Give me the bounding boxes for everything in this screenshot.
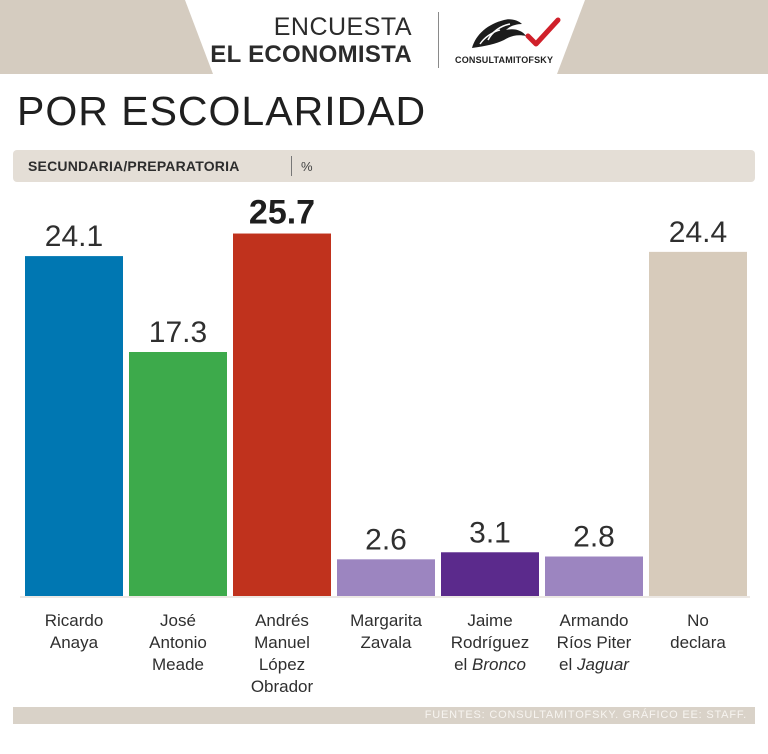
subtitle-bar: SECUNDARIA/PREPARATORIA % bbox=[13, 150, 755, 182]
bar-5 bbox=[545, 556, 643, 596]
value-label-1: 17.3 bbox=[149, 316, 207, 349]
value-label-3: 2.6 bbox=[365, 523, 407, 556]
category-label-0: Ricardo Anaya bbox=[45, 611, 104, 652]
bar-3 bbox=[337, 559, 435, 596]
category-label-1: José Antonio Meade bbox=[149, 611, 207, 674]
header-title-line2: EL ECONOMISTA bbox=[210, 41, 412, 68]
bar-6 bbox=[649, 251, 747, 596]
bar-0 bbox=[25, 256, 123, 596]
footer-bar: FUENTES: CONSULTAMITOFSKY. GRÁFICO EE: S… bbox=[13, 707, 755, 724]
header-divider bbox=[438, 12, 439, 68]
value-label-4: 3.1 bbox=[469, 516, 511, 549]
bar-4 bbox=[441, 552, 539, 596]
subtitle-unit: % bbox=[301, 159, 313, 174]
value-label-0: 24.1 bbox=[45, 220, 103, 253]
page-title: POR ESCOLARIDAD bbox=[17, 88, 427, 134]
consulta-mitofsky-logo-icon bbox=[472, 17, 561, 48]
subtitle-label: SECUNDARIA/PREPARATORIA bbox=[28, 158, 240, 174]
bar-2 bbox=[233, 233, 331, 596]
bar-1 bbox=[129, 352, 227, 596]
category-label-4: Jaime Rodríguez el Bronco bbox=[451, 611, 529, 674]
category-label-3: Margarita Zavala bbox=[350, 611, 422, 652]
category-label-6: No declara bbox=[670, 611, 726, 652]
logo-wordmark: CONSULTAMITOFSKY bbox=[455, 55, 554, 65]
category-label-2: Andrés Manuel López Obrador bbox=[251, 611, 314, 696]
subtitle-separator bbox=[291, 156, 292, 176]
category-label-5: Armando Ríos Piter el Jaguar bbox=[557, 611, 632, 674]
header-title-line1: ENCUESTA bbox=[273, 13, 412, 41]
header-tab bbox=[185, 0, 585, 74]
footer-source: FUENTES: CONSULTAMITOFSKY. GRÁFICO EE: S… bbox=[424, 709, 747, 721]
value-label-6: 24.4 bbox=[669, 216, 727, 249]
value-label-5: 2.8 bbox=[573, 521, 615, 554]
value-label-2: 25.7 bbox=[249, 194, 315, 232]
